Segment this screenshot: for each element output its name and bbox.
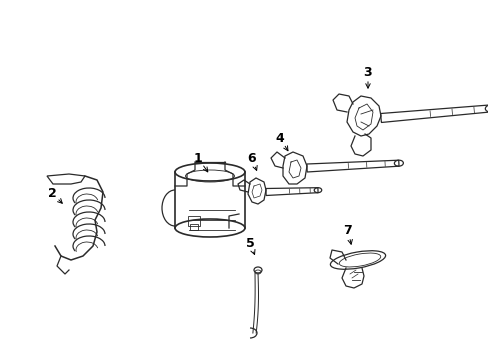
Text: 5: 5 <box>245 237 254 249</box>
Text: 1: 1 <box>193 152 202 165</box>
Text: 7: 7 <box>343 224 352 237</box>
Text: 4: 4 <box>275 131 284 144</box>
Bar <box>190 224 198 230</box>
Text: 6: 6 <box>247 152 256 165</box>
Bar <box>187 216 200 226</box>
Text: 2: 2 <box>47 186 56 199</box>
Text: 3: 3 <box>363 66 371 78</box>
